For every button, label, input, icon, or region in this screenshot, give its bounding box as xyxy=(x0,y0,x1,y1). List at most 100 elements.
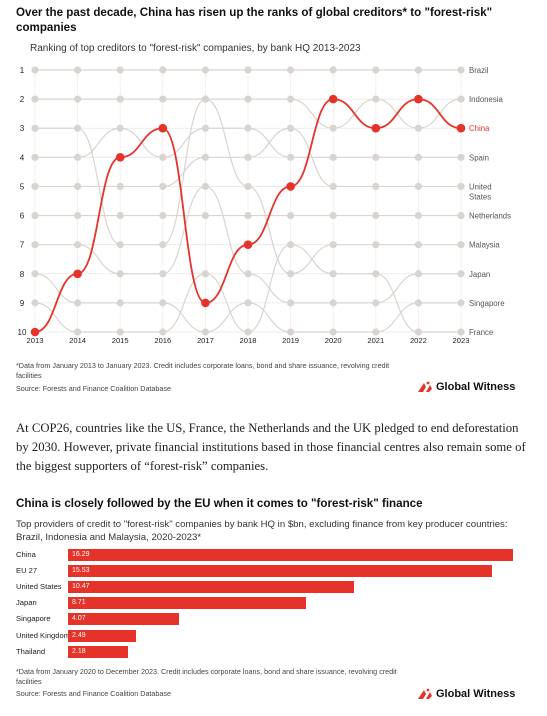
data-point-netherlands xyxy=(201,211,209,220)
data-point-singapore xyxy=(201,328,209,336)
series-label: Singapore xyxy=(469,299,505,308)
bar-row: Singapore 4.07 xyxy=(0,613,547,626)
chart1-subtitle: Ranking of top creditors to "forest-risk… xyxy=(30,43,361,54)
data-point-indonesia xyxy=(287,95,295,103)
data-point-united-states xyxy=(329,182,337,191)
data-point-singapore xyxy=(116,299,124,307)
chart2-note: *Data from January 2020 to December 2023… xyxy=(16,667,397,686)
data-point-singapore xyxy=(74,299,82,307)
data-point-china xyxy=(158,123,168,133)
data-point-indonesia xyxy=(457,95,465,103)
data-point-china xyxy=(115,153,125,162)
bar-category-label: United States xyxy=(16,582,62,592)
data-point-indonesia xyxy=(116,95,124,103)
chart2-title: China is closely followed by the EU when… xyxy=(16,497,423,510)
data-point-united-states xyxy=(244,153,252,161)
chart2-subtitle: Top providers of credit to "forest-risk"… xyxy=(16,519,508,543)
bar-value-label: 2.18 xyxy=(72,647,86,655)
series-label: Brazil xyxy=(469,66,489,75)
bar-category-label: Japan xyxy=(16,598,37,608)
x-tick-label: 2021 xyxy=(367,336,384,345)
body-paragraph: At COP26, countries like the US, France,… xyxy=(16,421,526,473)
series-label: Japan xyxy=(469,270,490,279)
bar-value-label: 16.29 xyxy=(72,551,90,558)
data-point-malaysia xyxy=(31,124,39,132)
bar-value-label: 10.47 xyxy=(72,583,90,591)
x-tick-label: 2015 xyxy=(112,336,129,345)
data-point-japan xyxy=(116,270,124,278)
bar-row: Thailand 2.18 xyxy=(0,645,547,658)
data-point-singapore xyxy=(287,328,295,336)
data-point-indonesia xyxy=(31,95,39,103)
data-point-france xyxy=(159,328,167,336)
bar: 2.49 xyxy=(68,629,137,642)
bar-row: Japan 8.71 xyxy=(0,597,547,610)
data-point-malaysia xyxy=(244,182,252,191)
y-tick-label: 10 xyxy=(18,328,27,337)
y-tick-label: 7 xyxy=(20,241,25,250)
data-point-singapore xyxy=(329,328,337,336)
y-tick-label: 5 xyxy=(20,182,25,191)
data-point-france xyxy=(414,328,422,336)
data-point-japan xyxy=(201,182,209,191)
bar-value-label: 8.71 xyxy=(72,599,86,607)
global-witness-icon xyxy=(418,381,432,392)
data-point-brazil xyxy=(159,66,167,74)
data-point-netherlands xyxy=(287,211,295,220)
data-point-indonesia xyxy=(372,95,380,103)
data-point-malaysia xyxy=(201,95,209,103)
data-point-brazil xyxy=(244,66,252,74)
bar: 10.47 xyxy=(68,581,354,594)
data-point-china xyxy=(328,94,338,104)
data-point-indonesia xyxy=(414,124,422,132)
data-point-malaysia xyxy=(457,241,465,249)
data-point-malaysia xyxy=(372,241,380,249)
data-point-china xyxy=(371,123,381,133)
x-tick-label: 2017 xyxy=(197,336,214,345)
data-point-china xyxy=(414,94,423,104)
data-point-spain xyxy=(74,153,82,161)
data-point-united-states xyxy=(116,182,124,191)
brand-logo-1: Global Witness xyxy=(417,380,515,394)
bar-category-label: Thailand xyxy=(16,646,46,656)
data-point-france xyxy=(244,328,252,336)
data-point-singapore xyxy=(244,299,252,307)
data-point-malaysia xyxy=(116,241,124,249)
data-point-japan xyxy=(457,270,465,278)
data-point-spain xyxy=(159,153,167,161)
bar: 4.07 xyxy=(68,613,180,626)
data-point-netherlands xyxy=(414,211,422,220)
data-point-united-states xyxy=(287,124,295,132)
x-tick-label: 2022 xyxy=(410,336,427,345)
series-line-indonesia xyxy=(35,98,462,129)
chart1-source: Source: Forests and Finance Coalition Da… xyxy=(16,384,172,393)
data-point-netherlands xyxy=(372,211,380,220)
y-tick-label: 9 xyxy=(20,299,25,308)
data-point-japan xyxy=(287,299,295,307)
data-point-japan xyxy=(329,299,337,307)
brand-logo-2: Global Witness xyxy=(417,687,515,701)
bar: 2.18 xyxy=(68,645,128,658)
data-point-brazil xyxy=(74,66,82,74)
data-point-united-states xyxy=(414,182,422,191)
data-point-france xyxy=(31,299,39,307)
chart1-title: Over the past decade, China has risen up… xyxy=(16,6,493,34)
data-point-spain xyxy=(116,124,124,132)
y-tick-label: 8 xyxy=(20,270,25,279)
bar-category-label: China xyxy=(16,550,36,559)
data-point-china xyxy=(456,123,466,133)
data-point-netherlands xyxy=(457,211,465,220)
data-point-china xyxy=(201,298,210,308)
x-tick-label: 2013 xyxy=(27,336,44,345)
data-point-malaysia xyxy=(159,241,167,249)
chart2-source: Source: Forests and Finance Coalition Da… xyxy=(16,689,172,698)
data-point-united-states xyxy=(31,182,39,191)
series-label: China xyxy=(469,124,490,133)
series-label: Malaysia xyxy=(469,241,500,250)
data-point-china xyxy=(243,240,253,249)
data-point-china xyxy=(73,269,82,279)
data-point-spain xyxy=(201,124,209,132)
y-tick-label: 1 xyxy=(20,66,25,75)
data-point-brazil xyxy=(414,66,422,74)
x-tick-label: 2020 xyxy=(325,336,342,345)
